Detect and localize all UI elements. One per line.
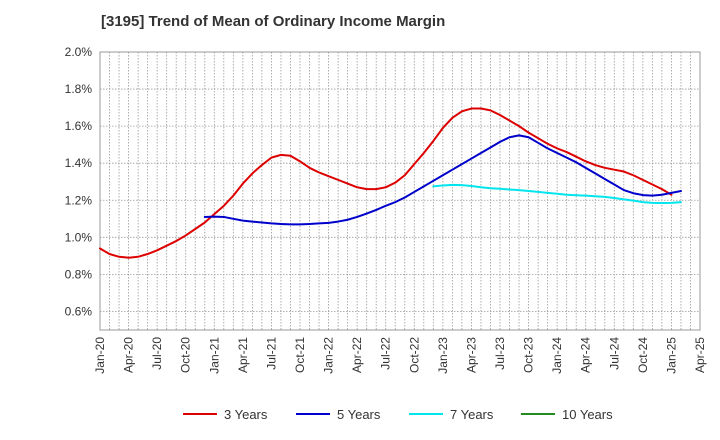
- y-tick-label: 1.4%: [65, 156, 93, 170]
- x-tick-label: Oct-22: [407, 337, 421, 373]
- y-tick-label: 1.6%: [65, 119, 93, 133]
- y-tick-label: 0.6%: [65, 304, 93, 318]
- legend-label-3-years: 3 Years: [224, 407, 268, 422]
- y-axis-ticks: 0.6% 0.8% 1.0% 1.2% 1.4% 1.6% 1.8% 2.0%: [65, 45, 93, 318]
- x-tick-label: Jan-23: [436, 337, 450, 374]
- x-tick-label: Apr-24: [579, 337, 593, 373]
- x-tick-label: Oct-20: [179, 337, 193, 373]
- series-lines: [99, 107, 682, 259]
- legend-label-10-years: 10 Years: [562, 407, 613, 422]
- x-tick-label: Apr-21: [236, 337, 250, 373]
- y-tick-label: 2.0%: [65, 45, 93, 59]
- y-tick-label: 1.8%: [65, 82, 93, 96]
- x-tick-label: Jul-21: [264, 337, 278, 370]
- legend-label-7-years: 7 Years: [450, 407, 494, 422]
- x-tick-label: Apr-22: [350, 337, 364, 373]
- legend-label-5-years: 5 Years: [337, 407, 381, 422]
- x-tick-label: Apr-20: [122, 337, 136, 373]
- x-tick-label: Oct-21: [293, 337, 307, 373]
- series-line-3-years: [99, 107, 673, 259]
- x-tick-label: Oct-23: [522, 337, 536, 373]
- plot-area: [99, 51, 701, 331]
- x-tick-label: Jan-20: [93, 337, 107, 374]
- y-tick-label: 1.2%: [65, 193, 93, 207]
- x-tick-label: Jul-20: [150, 337, 164, 370]
- x-tick-label: Jan-24: [550, 337, 564, 374]
- chart-title: [3195] Trend of Mean of Ordinary Income …: [101, 13, 446, 30]
- legend: 3 Years 5 Years 7 Years 10 Years: [183, 407, 613, 422]
- x-tick-label: Jan-22: [322, 337, 336, 374]
- x-tick-label: Jul-24: [607, 337, 621, 370]
- series-line-5-years: [203, 134, 682, 226]
- x-tick-label: Apr-23: [464, 337, 478, 373]
- x-tick-label: Oct-24: [636, 337, 650, 373]
- y-tick-label: 0.8%: [65, 267, 93, 281]
- x-tick-label: Jan-21: [207, 337, 221, 374]
- x-tick-label: Jul-23: [493, 337, 507, 370]
- grid-lines: [100, 52, 700, 330]
- series-line-7-years: [432, 183, 682, 205]
- x-axis-ticks: Jan-20 Apr-20 Jul-20 Oct-20 Jan-21 Apr-21 Jul-…: [93, 337, 707, 374]
- y-tick-label: 1.0%: [65, 230, 93, 244]
- x-tick-label: Jul-22: [379, 337, 393, 370]
- x-tick-label: Apr-25: [693, 337, 707, 373]
- x-tick-label: Jan-25: [664, 337, 678, 374]
